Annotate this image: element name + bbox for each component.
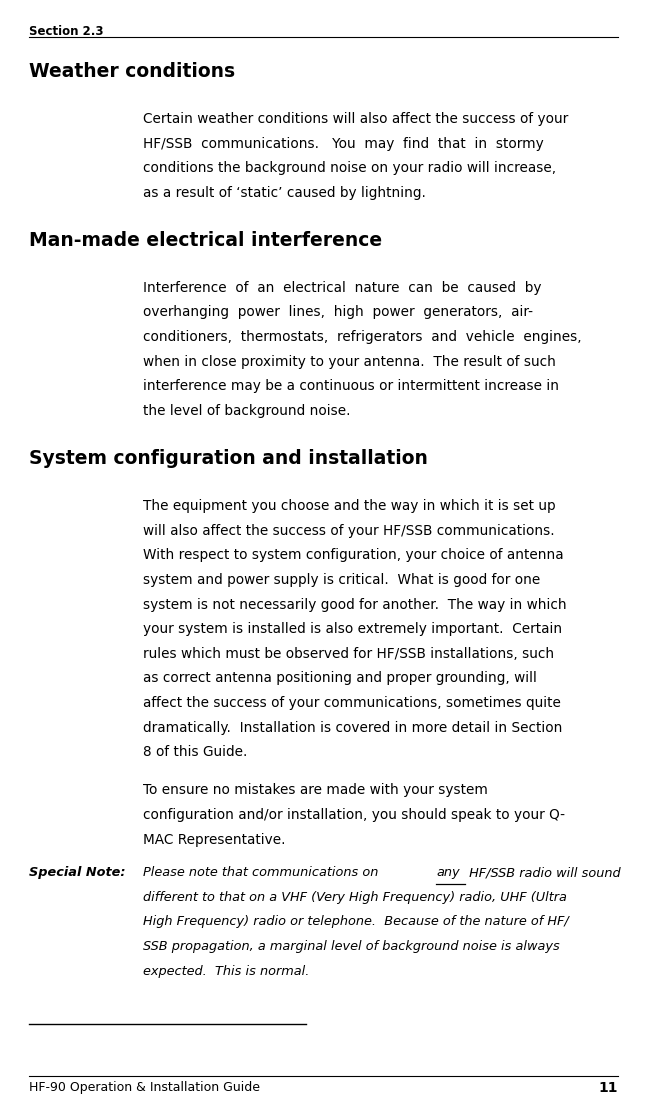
- Text: as a result of ‘static’ caused by lightning.: as a result of ‘static’ caused by lightn…: [143, 186, 426, 200]
- Text: HF-90 Operation & Installation Guide: HF-90 Operation & Installation Guide: [29, 1081, 259, 1094]
- Text: The equipment you choose and the way in which it is set up: The equipment you choose and the way in …: [143, 499, 556, 514]
- Text: 8 of this Guide.: 8 of this Guide.: [143, 745, 248, 760]
- Text: High Frequency) radio or telephone.  Because of the nature of HF/: High Frequency) radio or telephone. Beca…: [143, 915, 569, 929]
- Text: conditioners,  thermostats,  refrigerators  and  vehicle  engines,: conditioners, thermostats, refrigerators…: [143, 330, 582, 345]
- Text: MAC Representative.: MAC Representative.: [143, 833, 286, 847]
- Text: With respect to system configuration, your choice of antenna: With respect to system configuration, yo…: [143, 548, 564, 563]
- Text: rules which must be observed for HF/SSB installations, such: rules which must be observed for HF/SSB …: [143, 647, 554, 661]
- Text: To ensure no mistakes are made with your system: To ensure no mistakes are made with your…: [143, 783, 488, 798]
- Text: expected.  This is normal.: expected. This is normal.: [143, 965, 310, 978]
- Text: Section 2.3: Section 2.3: [29, 25, 103, 38]
- Text: when in close proximity to your antenna.  The result of such: when in close proximity to your antenna.…: [143, 355, 556, 369]
- Text: interference may be a continuous or intermittent increase in: interference may be a continuous or inte…: [143, 379, 559, 394]
- Text: conditions the background noise on your radio will increase,: conditions the background noise on your …: [143, 161, 556, 176]
- Text: the level of background noise.: the level of background noise.: [143, 404, 351, 419]
- Text: different to that on a VHF (Very High Frequency) radio, UHF (Ultra: different to that on a VHF (Very High Fr…: [143, 891, 567, 904]
- Text: Please note that communications on: Please note that communications on: [143, 866, 383, 880]
- Text: dramatically.  Installation is covered in more detail in Section: dramatically. Installation is covered in…: [143, 721, 562, 735]
- Text: Interference  of  an  electrical  nature  can  be  caused  by: Interference of an electrical nature can…: [143, 281, 542, 295]
- Text: configuration and/or installation, you should speak to your Q-: configuration and/or installation, you s…: [143, 808, 565, 822]
- Text: SSB propagation, a marginal level of background noise is always: SSB propagation, a marginal level of bac…: [143, 940, 560, 953]
- Text: Special Note:: Special Note:: [29, 866, 125, 880]
- Text: HF/SSB radio will sound: HF/SSB radio will sound: [465, 866, 621, 880]
- Text: will also affect the success of your HF/SSB communications.: will also affect the success of your HF/…: [143, 524, 555, 538]
- Text: Certain weather conditions will also affect the success of your: Certain weather conditions will also aff…: [143, 112, 569, 126]
- Text: HF/SSB  communications.   You  may  find  that  in  stormy: HF/SSB communications. You may find that…: [143, 137, 544, 151]
- Text: system is not necessarily good for another.  The way in which: system is not necessarily good for anoth…: [143, 598, 567, 612]
- Text: Weather conditions: Weather conditions: [29, 62, 235, 81]
- Text: any: any: [436, 866, 460, 880]
- Text: overhanging  power  lines,  high  power  generators,  air-: overhanging power lines, high power gene…: [143, 305, 534, 320]
- Text: as correct antenna positioning and proper grounding, will: as correct antenna positioning and prope…: [143, 671, 537, 686]
- Text: affect the success of your communications, sometimes quite: affect the success of your communication…: [143, 696, 561, 711]
- Text: system and power supply is critical.  What is good for one: system and power supply is critical. Wha…: [143, 573, 540, 587]
- Text: 11: 11: [598, 1081, 618, 1096]
- Text: your system is installed is also extremely important.  Certain: your system is installed is also extreme…: [143, 622, 562, 637]
- Text: Man-made electrical interference: Man-made electrical interference: [29, 231, 382, 250]
- Text: System configuration and installation: System configuration and installation: [29, 449, 427, 468]
